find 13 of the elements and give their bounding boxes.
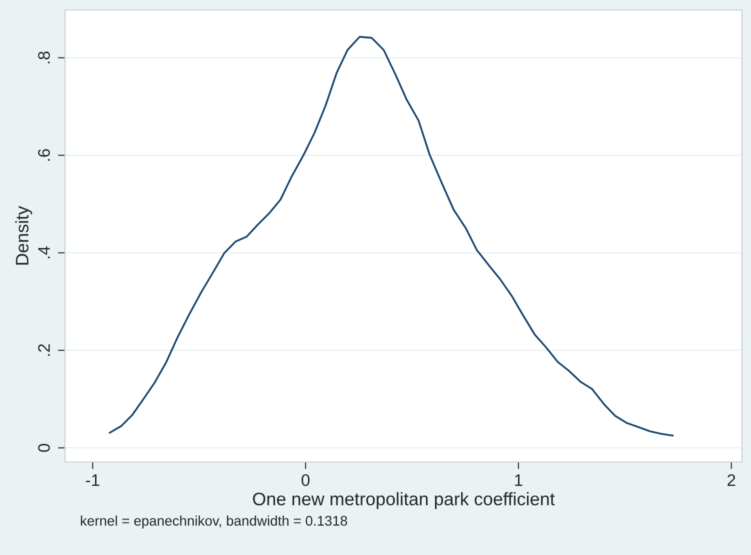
line-series [108, 36, 674, 437]
x-tick-label: 1 [515, 474, 522, 486]
x-tick-label: 0 [302, 474, 310, 486]
x-axis-title: One new metropolitan park coefficient [252, 492, 555, 509]
y-tick-label: .6 [38, 149, 50, 161]
y-tick-label: .4 [38, 246, 50, 258]
text: kernel = epanechnikov, bandwidth = 0.1318 [80, 516, 348, 528]
x-tick-label: -1 [86, 474, 100, 486]
y-tick-label: 0 [38, 444, 50, 452]
x-tick-label: 2 [728, 474, 736, 486]
y-tick-label: .8 [38, 52, 50, 64]
y-tick-label: .2 [38, 344, 50, 356]
y-axis-title: Density [15, 206, 32, 265]
